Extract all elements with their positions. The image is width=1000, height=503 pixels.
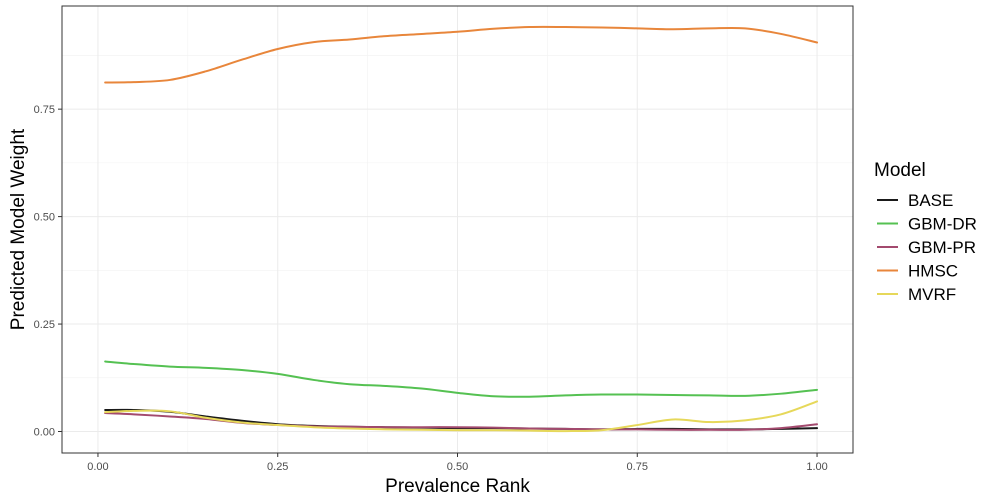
grid-major: [62, 6, 853, 453]
series-lines: [104, 25, 819, 433]
x-tick-label: 0.75: [627, 461, 648, 473]
x-tick-label: 0.50: [447, 461, 468, 473]
legend-label-gbm-pr: GBM-PR: [908, 238, 976, 257]
series-line-gbm-dr: [104, 360, 819, 398]
y-tick-label: 0.25: [34, 319, 55, 331]
y-axis-title: Predicted Model Weight: [8, 128, 29, 330]
series-line-hmsc: [104, 25, 819, 84]
x-tick-label: 1.00: [806, 461, 827, 473]
x-axis-title: Prevalence Rank: [385, 476, 530, 497]
y-tick-label: 0.00: [34, 427, 55, 439]
legend-label-hmsc: HMSC: [908, 262, 958, 281]
y-tick-label: 0.50: [34, 212, 55, 224]
legend: Model BASE GBM-DR GBM-PR HMSC MVRF: [874, 160, 977, 304]
y-axis: 0.00 0.25 0.50 0.75: [34, 104, 62, 439]
legend-label-mvrf: MVRF: [908, 285, 956, 304]
x-axis: 0.00 0.25 0.50 0.75 1.00: [87, 453, 828, 473]
x-tick-label: 0.25: [267, 461, 288, 473]
x-tick-label: 0.00: [87, 461, 108, 473]
legend-title: Model: [874, 160, 926, 181]
series-line-mvrf: [104, 400, 819, 433]
y-tick-label: 0.75: [34, 104, 55, 116]
legend-label-base: BASE: [908, 191, 953, 210]
legend-label-gbm-dr: GBM-DR: [908, 215, 977, 234]
